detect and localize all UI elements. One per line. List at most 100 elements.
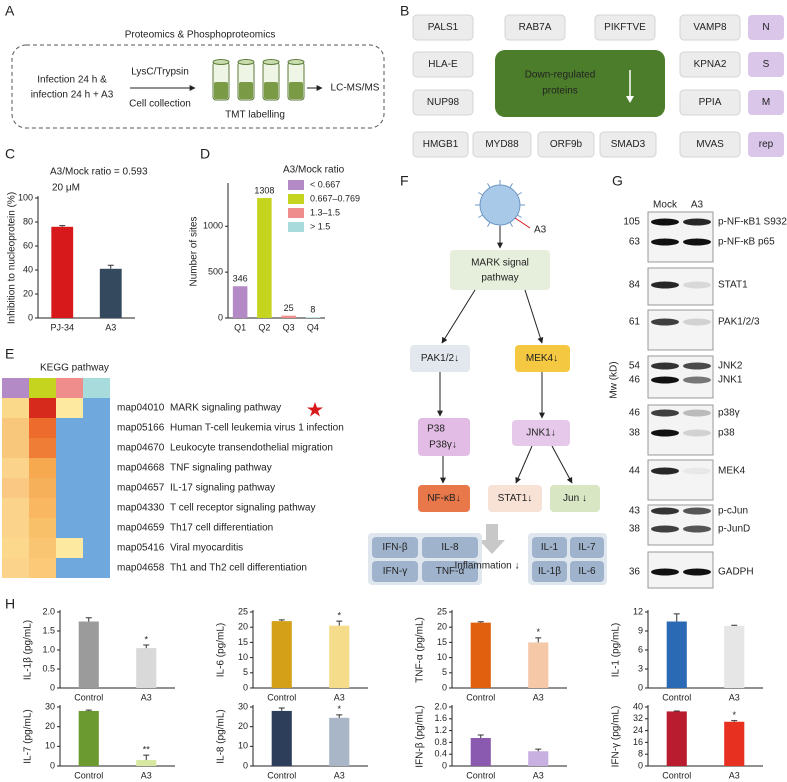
node xyxy=(512,420,570,446)
error-bar xyxy=(85,617,92,622)
y-tick-label: 9 xyxy=(638,625,643,635)
pathway-name: T cell receptor signaling pathway xyxy=(170,503,315,514)
y-tick-label: 6 xyxy=(638,644,643,654)
protein-box xyxy=(412,89,474,116)
protein-label: JNK2 xyxy=(718,361,743,372)
band xyxy=(651,409,679,417)
heatmap-cell xyxy=(56,498,83,518)
workflow-box xyxy=(11,44,385,129)
star xyxy=(307,402,323,417)
heatmap-cell xyxy=(2,518,29,538)
band xyxy=(651,376,679,384)
y-axis-title: IFN-β (pg/mL) xyxy=(415,705,426,767)
pathway-id: map04668 xyxy=(117,463,165,474)
bar xyxy=(666,621,687,688)
band xyxy=(651,429,679,437)
node-label: P38 xyxy=(427,424,445,435)
band xyxy=(651,238,679,246)
band xyxy=(683,409,711,417)
virus-spike xyxy=(487,222,491,227)
bar xyxy=(470,622,491,688)
stimulus-line xyxy=(514,217,531,229)
pathway-name: Th1 and Th2 cell differentiation xyxy=(170,563,307,574)
tag-box xyxy=(748,90,784,115)
band xyxy=(683,238,711,246)
band xyxy=(651,318,679,326)
pathway-name: TNF signaling pathway xyxy=(170,463,272,474)
bar xyxy=(281,315,296,318)
pathway-name: Viral myocarditis xyxy=(170,543,243,554)
node xyxy=(488,485,542,512)
legend-label: 1.3–1.5 xyxy=(310,207,340,217)
x-tick-label: A3 xyxy=(729,770,740,780)
x-tick-label: Control xyxy=(74,692,103,702)
y-tick-label: 15 xyxy=(238,637,248,647)
protein-label: STAT1 xyxy=(718,280,748,291)
y-tick-label: 0 xyxy=(28,312,33,322)
protein-label: p-NF-κB1 S932 xyxy=(718,217,787,228)
mw-label: 46 xyxy=(629,408,641,419)
mw-label: 84 xyxy=(629,280,641,291)
heatmap-cell xyxy=(56,458,83,478)
tag-label: S xyxy=(763,59,770,70)
y-tick-label: 80 xyxy=(23,216,33,226)
cytokine-box xyxy=(570,537,604,558)
cytokine-label: IL-8 xyxy=(441,542,459,553)
mw-label: 54 xyxy=(629,361,641,372)
y-axis-title: IL-8 (pg/mL) xyxy=(216,709,227,763)
heatmap-cell xyxy=(2,438,29,458)
chart-subtitle: 20 μM xyxy=(52,183,80,194)
virus-spike xyxy=(487,183,491,188)
mw-label: 61 xyxy=(629,317,641,328)
heatmap-cell xyxy=(29,398,56,418)
pathway-id: map04330 xyxy=(117,503,165,514)
y-tick-label: 1.6 xyxy=(434,713,447,723)
protein-label: PPIA xyxy=(699,97,722,108)
node-label: MARK signal xyxy=(471,258,529,269)
pathway-id: map04010 xyxy=(117,403,165,414)
cytokine-box xyxy=(532,561,567,582)
blot xyxy=(647,459,714,501)
significance: ** xyxy=(143,745,151,755)
node xyxy=(418,485,470,512)
y-tick-label: 1.5 xyxy=(42,625,55,635)
heatmap-cell xyxy=(2,538,29,558)
band xyxy=(683,281,711,289)
node-label: pathway xyxy=(481,273,518,284)
x-tick-label: A3 xyxy=(729,692,740,702)
x-tick-label: Control xyxy=(466,692,495,702)
y-tick-label: 5 xyxy=(442,667,447,677)
band xyxy=(683,318,711,326)
bar xyxy=(724,625,745,688)
heatmap-header xyxy=(29,378,56,398)
y-tick-label: 25 xyxy=(437,606,447,616)
x-tick-label: Q4 xyxy=(307,322,319,332)
heatmap-cell xyxy=(83,398,110,418)
protein-label: p-cJun xyxy=(718,506,748,517)
protein-box xyxy=(504,14,566,41)
protein-label: NUP98 xyxy=(427,97,460,108)
heatmap-cell xyxy=(83,538,110,558)
y-tick-label: 20 xyxy=(23,288,33,298)
bar xyxy=(99,268,122,318)
tubes-label: TMT labelling xyxy=(225,110,285,121)
node-label: JNK1↓ xyxy=(526,428,555,439)
significance: * xyxy=(144,634,148,644)
significance: * xyxy=(337,704,341,714)
heatmap-cell xyxy=(29,438,56,458)
band xyxy=(683,467,711,475)
bar xyxy=(232,286,248,318)
virus-spike xyxy=(517,214,522,218)
y-tick-label: 16 xyxy=(633,737,643,747)
value-label: 8 xyxy=(310,305,315,315)
y-axis-title: IL-6 (pg/mL) xyxy=(216,623,227,677)
heatmap-cell xyxy=(83,478,110,498)
y-tick-label: 100 xyxy=(18,192,33,202)
y-tick-label: 0 xyxy=(50,682,55,692)
y-axis-title: IFN-γ (pg/mL) xyxy=(611,706,622,768)
error-bar xyxy=(731,720,738,722)
mw-label: 105 xyxy=(623,217,640,228)
heatmap-cell xyxy=(29,498,56,518)
band xyxy=(651,467,679,475)
band xyxy=(651,362,679,370)
